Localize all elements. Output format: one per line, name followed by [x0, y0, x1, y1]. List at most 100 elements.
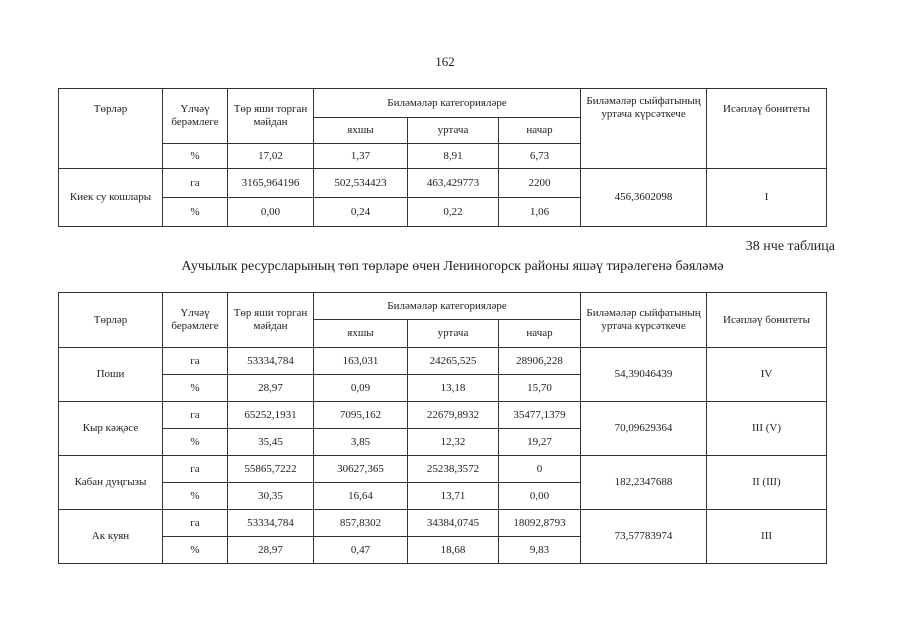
cell-area: 55865,7222: [227, 455, 314, 483]
header-species: Төрләр: [58, 292, 163, 348]
table-row: Кыр кәҗәсе га 65252,1931 7095,162 22679,8932…: [58, 401, 828, 456]
cell-good: 1,37: [313, 143, 408, 169]
cell-good: 30627,365: [313, 455, 408, 483]
cell-poor: 6,73: [497, 143, 582, 169]
cell-medium: 0,22: [407, 197, 499, 227]
cell-bonitet: II (III): [706, 455, 828, 510]
table-2: Төрләр Үлчәү берәмлеге Төр яши торган мә…: [58, 292, 828, 564]
header-area: Төр яши торган мәйдан: [227, 88, 314, 144]
cell-poor: 9,83: [497, 536, 582, 564]
cell-unit: га: [162, 509, 228, 537]
cell-area: 0,00: [227, 197, 314, 227]
cell-unit: %: [162, 143, 228, 169]
header-good: яхшы: [313, 319, 408, 348]
cell-good: 163,031: [313, 347, 408, 375]
header-unit: Үлчәү берәмлеге: [162, 292, 228, 348]
table-1: Төрләр Үлчәү берәмлеге Төр яши торган мә…: [58, 88, 828, 227]
cell-unit: %: [162, 374, 228, 402]
header-poor: начар: [497, 117, 582, 144]
cell-poor: 1,06: [497, 197, 582, 227]
cell-poor: 28906,228: [497, 347, 582, 375]
cell-medium: 13,71: [407, 482, 499, 510]
cell-good: 0,09: [313, 374, 408, 402]
header-species: Төрләр: [58, 88, 163, 169]
cell-medium: 25238,3572: [407, 455, 499, 483]
cell-poor: 0,00: [497, 482, 582, 510]
cell-unit: га: [162, 455, 228, 483]
cell-avg-quality: 73,57783974: [580, 509, 708, 564]
cell-poor: 15,70: [497, 374, 582, 402]
cell-poor: 19,27: [497, 428, 582, 456]
cell-species: Поши: [58, 347, 163, 402]
cell-medium: 463,429773: [407, 168, 499, 198]
table-row: Поши га 53334,784 163,031 24265,525 28906,228…: [58, 347, 828, 402]
header-categories: Биләмәләр категорияләре: [312, 88, 582, 118]
cell-good: 16,64: [313, 482, 408, 510]
table-row: % 28,97 0,47 18,68 9,83: [59, 536, 827, 564]
cell-avg-quality: 54,39046439: [580, 347, 708, 402]
page-number: 162: [435, 54, 455, 69]
cell-bonitet: I: [706, 168, 828, 227]
cell-species: Киек су кошлары: [58, 168, 163, 227]
cell-medium: 8,91: [407, 143, 499, 169]
cell-unit: га: [162, 401, 228, 429]
header-avg-quality: Биләмәләр сыйфатының уртача күрсәткече: [580, 292, 708, 348]
cell-area: 35,45: [227, 428, 314, 456]
cell-good: 3,85: [313, 428, 408, 456]
table-row: % 0,00 0,24 0,22 1,06: [59, 197, 827, 227]
cell-poor: 18092,8793: [497, 509, 582, 537]
cell-medium: 18,68: [407, 536, 499, 564]
cell-avg-quality: 182,2347688: [580, 455, 708, 510]
cell-unit: га: [162, 168, 228, 198]
cell-medium: 22679,8932: [407, 401, 499, 429]
cell-poor: 2200: [497, 168, 582, 198]
cell-good: 502,534423: [313, 168, 408, 198]
header-bonitet: Исәпләү бонитеты: [706, 88, 828, 169]
cell-good: 0,47: [313, 536, 408, 564]
header-categories: Биләмәләр категорияләре: [312, 292, 582, 320]
table-title: Аучылык ресурсларының төп төрләре өчен Л…: [181, 259, 724, 274]
cell-unit: %: [162, 482, 228, 510]
cell-poor: 0: [497, 455, 582, 483]
cell-area: 28,97: [227, 374, 314, 402]
cell-unit: га: [162, 347, 228, 375]
cell-species: Кабан дуңгызы: [58, 455, 163, 510]
cell-area: 53334,784: [227, 509, 314, 537]
cell-bonitet: IV: [706, 347, 828, 402]
header-bonitet: Исәпләү бонитеты: [706, 292, 828, 348]
cell-medium: 12,32: [407, 428, 499, 456]
table-row: Кабан дуңгызы га 55865,7222 30627,365 25238,…: [58, 455, 828, 510]
table-row: % 28,97 0,09 13,18 15,70: [59, 374, 827, 402]
cell-area: 17,02: [227, 143, 314, 169]
cell-unit: %: [162, 536, 228, 564]
cell-avg-quality: 70,09629364: [580, 401, 708, 456]
table-row: % 30,35 16,64 13,71 0,00: [59, 482, 827, 510]
cell-bonitet: III: [706, 509, 828, 564]
cell-species: Ак куян: [58, 509, 163, 564]
header-poor: начар: [497, 319, 582, 348]
cell-medium: 13,18: [407, 374, 499, 402]
table-row: Киек су кошлары га 3165,964196 502,53442…: [58, 168, 828, 227]
header-medium: уртача: [407, 319, 499, 348]
cell-poor: 35477,1379: [497, 401, 582, 429]
cell-medium: 24265,525: [407, 347, 499, 375]
header-avg-quality: Биләмәләр сыйфатының уртача күрсәткече: [580, 88, 708, 169]
cell-area: 65252,1931: [227, 401, 314, 429]
table-label: 38 нче таблица: [745, 239, 835, 254]
cell-area: 30,35: [227, 482, 314, 510]
cell-species: Кыр кәҗәсе: [58, 401, 163, 456]
cell-good: 857,8302: [313, 509, 408, 537]
cell-area: 28,97: [227, 536, 314, 564]
cell-unit: %: [162, 428, 228, 456]
cell-bonitet: III (V): [706, 401, 828, 456]
header-unit: Үлчәү берәмлеге: [162, 88, 228, 144]
cell-area: 3165,964196: [227, 168, 314, 198]
cell-good: 7095,162: [313, 401, 408, 429]
cell-unit: %: [162, 197, 228, 227]
cell-avg-quality: 456,3602098: [580, 168, 708, 227]
header-good: яхшы: [313, 117, 408, 144]
header-medium: уртача: [407, 117, 499, 144]
header-area: Төр яши торган мәйдан: [227, 292, 314, 348]
cell-medium: 34384,0745: [407, 509, 499, 537]
cell-area: 53334,784: [227, 347, 314, 375]
